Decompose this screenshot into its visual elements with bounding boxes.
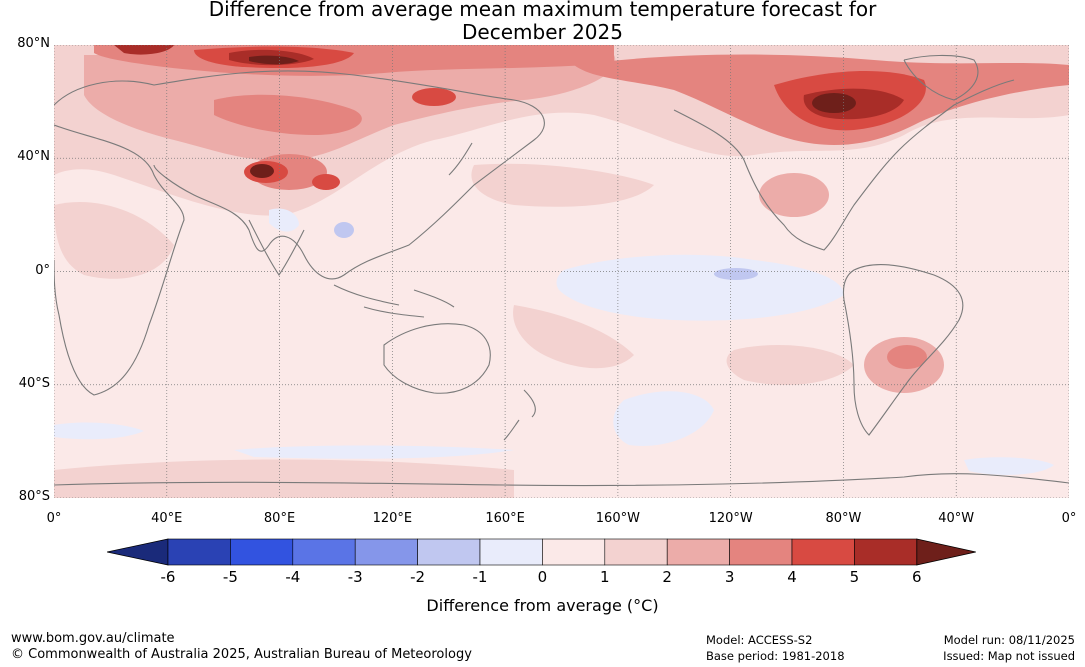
colorbar-segment: [791, 538, 855, 566]
lat-tick-label: 80°N: [17, 36, 50, 51]
coast-northamerica: [673, 79, 1015, 251]
siberia-4: [412, 88, 456, 106]
title-line-1: Difference from average mean maximum tem…: [208, 0, 877, 21]
coast-antarctica: [54, 473, 1069, 487]
southern-ocean-warm: [54, 459, 514, 498]
coast-indonesia: [333, 284, 455, 318]
colorbar-segment: [542, 538, 606, 566]
anomaly-field: [54, 45, 1069, 498]
lon-tick-label: 80°E: [263, 511, 296, 526]
coast-newzealand: [503, 389, 536, 441]
canada-peak: [812, 93, 856, 113]
southern-band-cool: [234, 445, 514, 459]
anomaly-map: [54, 45, 1069, 498]
lon-tick-label: 80°W: [825, 511, 862, 526]
colorbar-tick-label: -5: [222, 568, 238, 586]
colorbar-tick-label: -6: [160, 568, 176, 586]
issued-text: Issued: Map not issued: [943, 649, 1075, 663]
africa-warm: [54, 201, 174, 279]
colorbar-segment: [604, 538, 668, 566]
lon-tick-label: 0°: [1061, 511, 1077, 526]
pacific-south: [726, 345, 854, 385]
colorbar-tick-label: -3: [347, 568, 363, 586]
colorbar-tick-label: 1: [600, 568, 610, 586]
coast-southamerica: [842, 264, 964, 436]
website-text: www.bom.gov.au/climate: [11, 631, 175, 646]
arctic-core-2: [249, 55, 299, 65]
coast-japan: [448, 142, 473, 176]
lon-tick-label: 120°E: [372, 511, 413, 526]
coast-greenland: [903, 54, 979, 101]
colorbar-tick-label: -1: [472, 568, 488, 586]
title-line-2: December 2025: [462, 20, 623, 44]
atlantic-cool: [54, 422, 144, 440]
colorbar-segment: [479, 538, 543, 566]
coast-africa: [54, 124, 185, 396]
model-run-text: Model run: 08/11/2025: [943, 633, 1075, 647]
lat-tick-label: 40°N: [17, 149, 50, 165]
anomaly-region-marker: [589, 426, 591, 428]
coast-australia: [383, 323, 491, 394]
colorbar-arrow-high: [916, 538, 976, 566]
model-text: Model: ACCESS-S2: [706, 633, 813, 647]
map-title: Difference from average mean maximum tem…: [0, 0, 1085, 44]
colorbar-segment: [854, 538, 918, 566]
colorbar-tick-label: -4: [285, 568, 301, 586]
pacific-warm: [471, 163, 654, 207]
india-cool: [269, 208, 299, 232]
base-period-text: Base period: 1981-2018: [706, 649, 845, 663]
lon-tick-label: 120°W: [708, 511, 753, 526]
copyright-text: © Commonwealth of Australia 2025, Austra…: [11, 647, 472, 662]
pacific-cool: [556, 254, 844, 321]
indochina-cool: [334, 222, 354, 238]
pacific-cool-2: [714, 268, 758, 280]
gridlines: [54, 45, 1069, 498]
usa-mexico: [759, 173, 829, 217]
lon-tick-label: 160°W: [595, 511, 640, 526]
eurasia-warm: [84, 55, 616, 161]
colorbar-tick-label: 2: [662, 568, 672, 586]
lat-tick-label: 0°: [35, 262, 50, 278]
colorbar: [107, 538, 976, 566]
colorbar-tick-label: 0: [537, 568, 548, 586]
colorbar-segment: [292, 538, 356, 566]
south-america-3: [887, 345, 927, 369]
colorbar-tick-label: 4: [787, 568, 797, 586]
colorbar-label: Difference from average (°C): [426, 596, 659, 615]
colorbar-segment: [666, 538, 730, 566]
colorbar-tick-label: -2: [410, 568, 426, 586]
colorbar-segment: [230, 538, 294, 566]
colorbar-arrow-low: [107, 538, 169, 566]
australia-warm: [513, 305, 634, 369]
colorbar-segment: [417, 538, 481, 566]
tibet-6: [250, 164, 274, 178]
lat-tick-label: 40°S: [18, 375, 50, 391]
eurasia-warm-2: [214, 94, 362, 135]
lon-tick-label: 0°: [46, 511, 62, 526]
lon-tick-label: 40°E: [151, 511, 183, 526]
mongolia-3: [312, 174, 340, 190]
colorbar-segment: [729, 538, 793, 566]
lat-tick-label: 80°S: [18, 489, 50, 504]
coast-india: [248, 219, 305, 276]
colorbar-segment: [167, 538, 231, 566]
antarctic-cool: [964, 457, 1054, 475]
colorbar-tick-label: 3: [724, 568, 735, 586]
southern-cool: [613, 391, 714, 446]
lon-tick-label: 40°W: [938, 511, 975, 526]
colorbar-tick-label: 6: [912, 568, 922, 586]
coast-eurasia: [54, 70, 545, 280]
colorbar-tick-label: 5: [849, 568, 860, 586]
lon-tick-label: 160°E: [485, 511, 525, 526]
coastlines: [54, 54, 1069, 487]
colorbar-segment: [354, 538, 418, 566]
map-canvas: [54, 45, 1069, 498]
